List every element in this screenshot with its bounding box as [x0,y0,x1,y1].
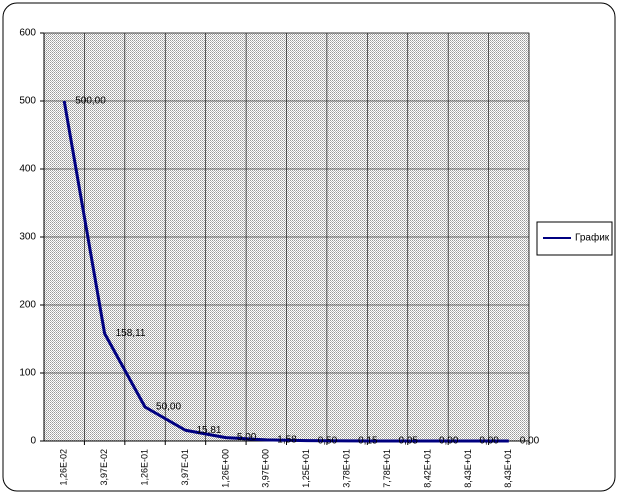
x-tick-label: 1,26E-01 [139,449,149,486]
data-label: 0,50 [318,435,338,446]
y-tick-label: 500 [19,96,36,107]
y-tick-label: 0 [30,436,36,447]
data-label: 158,11 [116,328,146,339]
line-series [62,100,509,443]
data-label: 0,15 [358,436,378,447]
x-tick-label: 8,42E+01 [422,449,432,488]
y-tick-label: 300 [19,232,36,243]
y-tick-label: 600 [19,28,36,39]
x-tick-label: 8,43E+01 [503,449,513,488]
x-tick-label: 3,78E+01 [342,449,352,488]
x-tick-label: 3,97E+00 [261,449,271,488]
y-tick-label: 200 [19,300,36,311]
x-tick-label: 3,97E-02 [99,449,109,486]
x-tick-label: 1,26E-02 [59,449,69,486]
x-tick-label: 1,26E+00 [220,449,230,488]
data-label: 5,00 [237,432,257,443]
data-label: 0,00 [479,436,499,447]
data-label: 0,05 [399,436,419,447]
legend-label: График [575,232,610,244]
x-tick-label: 7,78E+01 [382,449,392,488]
y-tick-label: 100 [19,368,36,379]
data-label: 50,00 [156,402,181,413]
x-tick-label: 1,25E+01 [301,449,311,488]
data-label: 0,00 [520,436,540,447]
x-tick-label: 8,43E+01 [463,449,473,488]
y-tick-label: 400 [19,164,36,175]
data-label: 15,81 [196,425,221,436]
data-label: 0,00 [439,436,459,447]
x-tick-label: 3,97E-01 [180,449,190,486]
data-label: 1,58 [277,435,297,446]
data-label: 500,00 [75,96,106,107]
